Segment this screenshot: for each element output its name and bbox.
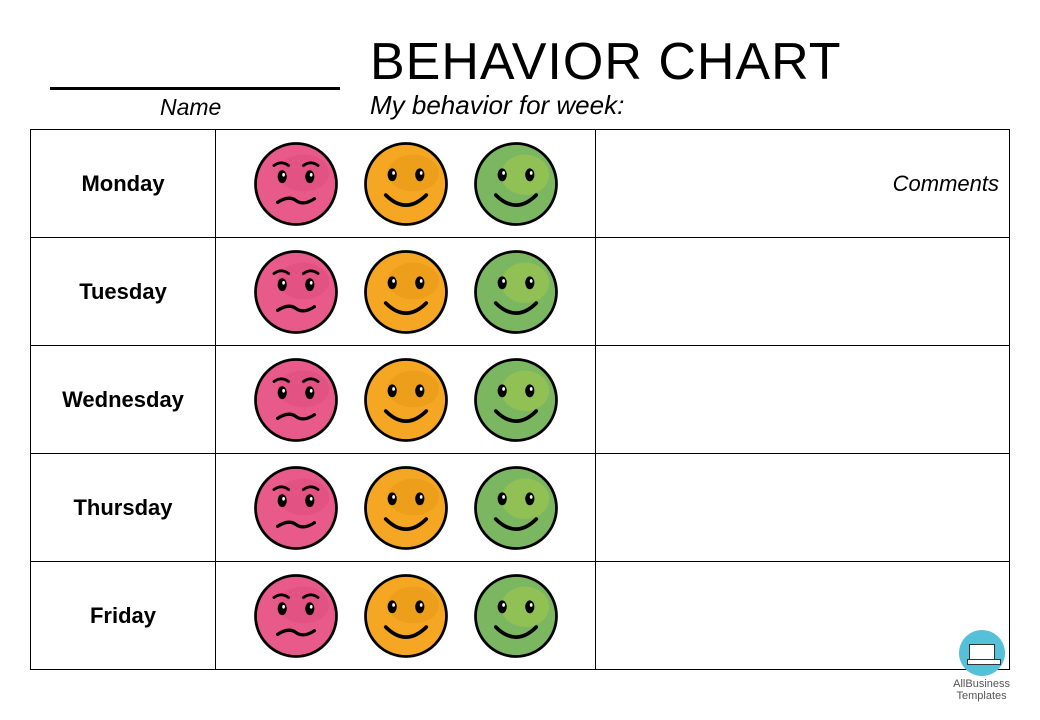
sad-face-icon[interactable] xyxy=(250,138,342,230)
day-cell: Thursday xyxy=(31,454,216,562)
page-subtitle: My behavior for week: xyxy=(370,90,1010,121)
table-row: Tuesday xyxy=(31,238,1010,346)
faces-cell xyxy=(216,130,596,238)
sad-face-icon[interactable] xyxy=(250,354,342,446)
faces-cell xyxy=(216,562,596,670)
sad-face-icon[interactable] xyxy=(250,246,342,338)
sad-face-icon[interactable] xyxy=(250,570,342,662)
name-input-line[interactable] xyxy=(50,50,340,90)
happy-face-icon[interactable] xyxy=(470,246,562,338)
table-row: Wednesday xyxy=(31,346,1010,454)
day-cell: Wednesday xyxy=(31,346,216,454)
comments-cell[interactable] xyxy=(596,562,1010,670)
faces-cell xyxy=(216,454,596,562)
comments-cell[interactable] xyxy=(596,238,1010,346)
day-cell: Tuesday xyxy=(31,238,216,346)
day-cell: Friday xyxy=(31,562,216,670)
comments-cell[interactable] xyxy=(596,454,1010,562)
okay-face-icon[interactable] xyxy=(360,462,452,554)
happy-face-icon[interactable] xyxy=(470,570,562,662)
behavior-table: Monday Comments TuesdayWednesdayThursdayFr… xyxy=(30,129,1010,670)
day-cell: Monday xyxy=(31,130,216,238)
okay-face-icon[interactable] xyxy=(360,138,452,230)
watermark-line2: Templates xyxy=(953,690,1010,702)
faces-cell xyxy=(216,346,596,454)
comments-cell[interactable]: Comments xyxy=(596,130,1010,238)
sad-face-icon[interactable] xyxy=(250,462,342,554)
table-row: Monday Comments xyxy=(31,130,1010,238)
okay-face-icon[interactable] xyxy=(360,354,452,446)
okay-face-icon[interactable] xyxy=(360,246,452,338)
table-row: Friday xyxy=(31,562,1010,670)
watermark-line1: AllBusiness xyxy=(953,678,1010,690)
watermark-badge-icon xyxy=(959,630,1005,676)
page-title: BEHAVIOR CHART xyxy=(370,36,1010,88)
happy-face-icon[interactable] xyxy=(470,462,562,554)
name-block: Name xyxy=(30,20,370,121)
header: Name BEHAVIOR CHART My behavior for week… xyxy=(30,20,1010,121)
name-label: Name xyxy=(160,94,370,121)
happy-face-icon[interactable] xyxy=(470,138,562,230)
happy-face-icon[interactable] xyxy=(470,354,562,446)
comments-cell[interactable] xyxy=(596,346,1010,454)
faces-cell xyxy=(216,238,596,346)
table-row: Thursday xyxy=(31,454,1010,562)
watermark: AllBusiness Templates xyxy=(953,630,1010,702)
title-block: BEHAVIOR CHART My behavior for week: xyxy=(370,36,1010,121)
okay-face-icon[interactable] xyxy=(360,570,452,662)
